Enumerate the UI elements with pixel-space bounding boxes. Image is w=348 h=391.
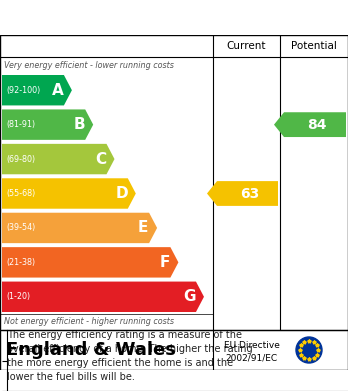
Text: C: C [95,152,106,167]
Text: England & Wales: England & Wales [6,341,176,359]
Text: EU Directive: EU Directive [223,341,279,350]
Polygon shape [2,282,204,312]
Text: G: G [184,289,196,304]
Polygon shape [2,144,114,174]
Text: 84: 84 [307,118,327,132]
Polygon shape [2,213,157,243]
Polygon shape [2,109,93,140]
Text: 2002/91/EC: 2002/91/EC [226,353,278,362]
Text: Energy Efficiency Rating: Energy Efficiency Rating [10,10,232,25]
Text: (92-100): (92-100) [6,86,40,95]
Text: Potential: Potential [291,41,337,51]
Polygon shape [2,178,136,209]
Text: (69-80): (69-80) [6,154,35,163]
Text: The energy efficiency rating is a measure of the
overall efficiency of a home. T: The energy efficiency rating is a measur… [7,330,253,382]
Text: (55-68): (55-68) [6,189,35,198]
Polygon shape [2,247,179,278]
Polygon shape [207,181,278,206]
Text: A: A [52,83,64,98]
Text: B: B [73,117,85,132]
Text: E: E [138,221,148,235]
Text: (21-38): (21-38) [6,258,35,267]
Text: 63: 63 [240,187,259,201]
Text: D: D [116,186,128,201]
Text: (81-91): (81-91) [6,120,35,129]
Text: F: F [159,255,169,270]
Text: Current: Current [227,41,266,51]
Polygon shape [274,112,346,137]
Polygon shape [2,75,72,106]
Circle shape [296,337,322,363]
Text: (1-20): (1-20) [6,292,30,301]
Text: Very energy efficient - lower running costs: Very energy efficient - lower running co… [4,61,174,70]
Text: (39-54): (39-54) [6,223,35,232]
Text: Not energy efficient - higher running costs: Not energy efficient - higher running co… [4,317,174,326]
